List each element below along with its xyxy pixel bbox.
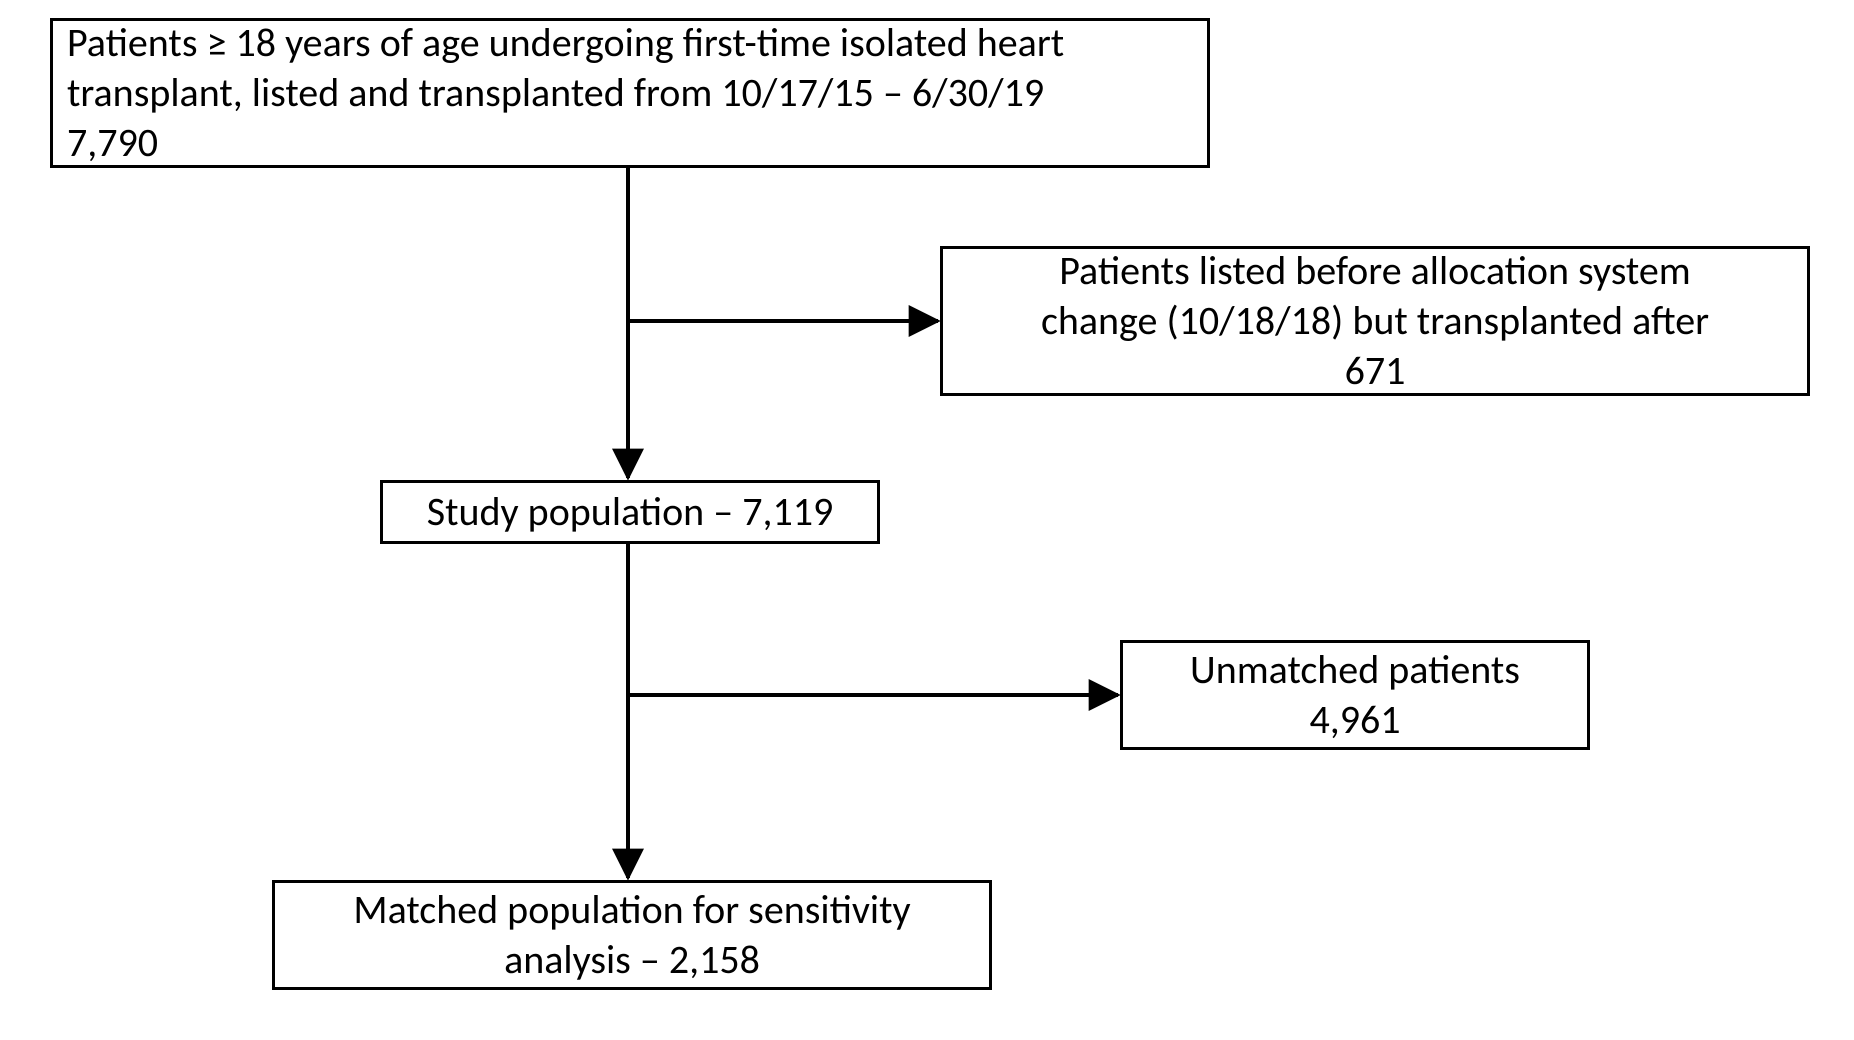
node-text-line: Study population – 7,119 <box>427 487 834 537</box>
flowchart-canvas: Patients ≥ 18 years of age undergoing fi… <box>0 0 1854 1040</box>
node-text-line: Patients listed before allocation system <box>1059 246 1690 296</box>
node-text-line: Patients ≥ 18 years of age undergoing fi… <box>67 18 1064 68</box>
node-text-line: 671 <box>1345 346 1406 396</box>
node-text-line: 7,790 <box>67 118 158 168</box>
node-text-line: analysis – 2,158 <box>504 935 760 985</box>
node-text-line: 4,961 <box>1309 695 1400 745</box>
node-matched-population: Matched population for sensitivity analy… <box>272 880 992 990</box>
node-exclusion-allocation-change: Patients listed before allocation system… <box>940 246 1810 396</box>
node-text-line: change (10/18/18) but transplanted after <box>1041 296 1709 346</box>
node-exclusion-unmatched: Unmatched patients 4,961 <box>1120 640 1590 750</box>
node-study-population: Study population – 7,119 <box>380 480 880 544</box>
node-text-line: Unmatched patients <box>1190 645 1520 695</box>
node-start-cohort: Patients ≥ 18 years of age undergoing fi… <box>50 18 1210 168</box>
node-text-line: Matched population for sensitivity <box>353 885 910 935</box>
node-text-line: transplant, listed and transplanted from… <box>67 68 1044 118</box>
